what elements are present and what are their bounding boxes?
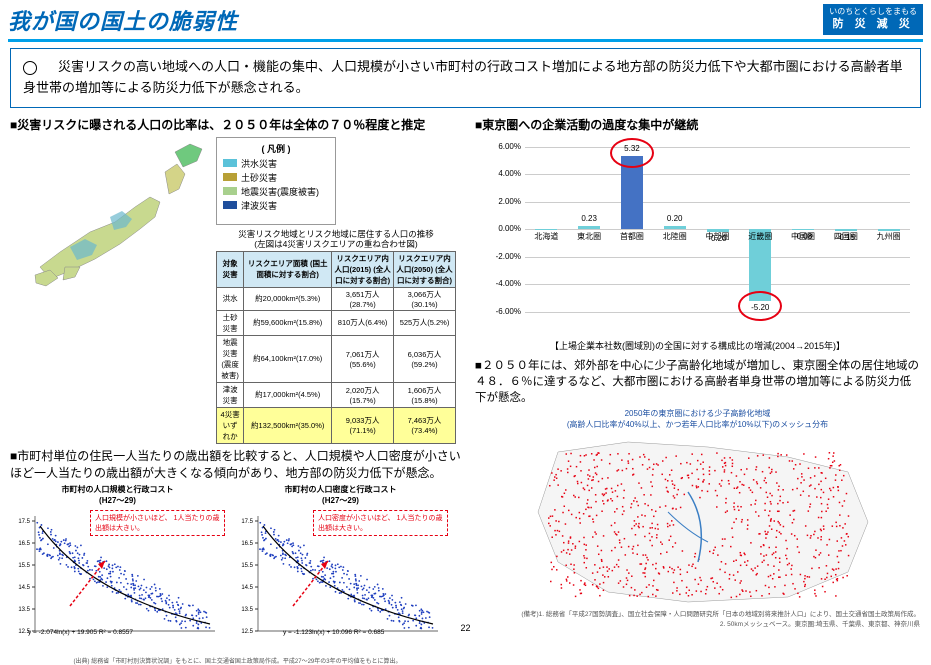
scatter-chart-2: 市町村の人口密度と行政コスト (H27～29) 12.5 13.5 14.5 15.5… <box>233 484 448 654</box>
scatter2-eq: y = -1.123ln(x) + 10.096 R² = 0.685 <box>283 629 384 636</box>
scatter-chart-1: 市町村の人口規模と行政コスト (H27～29) 12.513.514.515.5… <box>10 484 225 654</box>
right-section2-title: ■２０５０年には、郊外部を中心に少子高齢化地域が増加し、東京圏全体の居住地域の４… <box>475 358 920 406</box>
scatter1-eq: y = -2.074ln(x) + 19.905 R² = 0.8557 <box>28 629 133 636</box>
legend-title: ( 凡例 ) <box>223 142 329 155</box>
risk-table-title: 災害リスク地域とリスク地域に居住する人口の推移 (左図は4災害リスクエリアの重ね… <box>216 229 456 249</box>
svg-text:13.5: 13.5 <box>18 607 30 613</box>
map-legend: ( 凡例 ) 洪水災害土砂災害地震災害(震度被害)津波災害 <box>216 137 336 225</box>
summary-text: 災害リスクの高い地域への人口・機能の集中、人口規模が小さい市町村の行政コスト増加… <box>23 59 903 95</box>
bullet-circle <box>23 61 37 75</box>
svg-text:12.5: 12.5 <box>241 629 253 635</box>
page-number: 22 <box>460 623 470 633</box>
left-section1-title: ■災害リスクに曝される人口の比率は、２０５０年は全体の７０％程度と推定 <box>10 116 465 133</box>
svg-text:16.5: 16.5 <box>241 541 253 547</box>
divider <box>8 39 923 42</box>
scatter1-callout: 人口規模が小さいほど、 1人当たりの歳出額は大きい。 <box>90 510 225 536</box>
right-section1-title: ■東京圏への企業活動の過度な集中が継続 <box>475 116 920 133</box>
summary-box: 災害リスクの高い地域への人口・機能の集中、人口規模が小さい市町村の行政コスト増加… <box>10 48 921 108</box>
scatter-source: (出典) 総務省「市町村別決算状況調」をもとに、国土交通省国土政策局作成。平成2… <box>10 656 465 665</box>
bar-chart-caption: 【上場企業本社数(圏域別)の全国に対する構成比の増減(2004→2015年)】 <box>475 339 920 352</box>
svg-text:15.5: 15.5 <box>241 563 253 569</box>
page-title: 我が国の国土の脆弱性 <box>8 4 238 36</box>
scatter2-callout: 人口密度が小さいほど、 1人当たりの歳出額は大きい。 <box>313 510 448 536</box>
header-badge: いのちとくらしをまもる 防 災 減 災 <box>823 4 923 35</box>
svg-text:13.5: 13.5 <box>241 607 253 613</box>
scatter1-title: 市町村の人口規模と行政コスト (H27～29) <box>10 484 225 506</box>
svg-text:17.5: 17.5 <box>241 519 253 525</box>
svg-text:14.5: 14.5 <box>241 585 253 591</box>
svg-text:16.5: 16.5 <box>18 541 30 547</box>
svg-text:17.5: 17.5 <box>18 519 30 525</box>
left-section2-title: ■市町村単位の住民一人当たりの歳出額を比較すると、人口規模や人口密度が小さいほど… <box>10 448 465 482</box>
risk-table: 対象災害リスクエリア面積 (国土面積に対する割合)リスクエリア内人口(2015)… <box>216 251 456 444</box>
kanto-map <box>508 432 888 607</box>
badge-line1: いのちとくらしをまもる <box>829 6 917 17</box>
svg-text:15.5: 15.5 <box>18 563 30 569</box>
kanto-caption: (備考)1. 総務省「平成27国勢調査」、国立社会保障・人口問題研究所「日本の地… <box>475 608 920 628</box>
japan-risk-map <box>10 137 210 297</box>
kanto-subtitle: 2050年の東京圏における少子高齢化地域 (高齢人口比率が40%以上、かつ若年人… <box>475 408 920 430</box>
scatter2-title: 市町村の人口密度と行政コスト (H27～29) <box>233 484 448 506</box>
svg-text:14.5: 14.5 <box>18 585 30 591</box>
concentration-bar-chart: 6.00%4.00%2.00%0.00%-2.00%-4.00%-6.00%北海… <box>475 137 920 337</box>
badge-line2: 防 災 減 災 <box>829 17 917 32</box>
